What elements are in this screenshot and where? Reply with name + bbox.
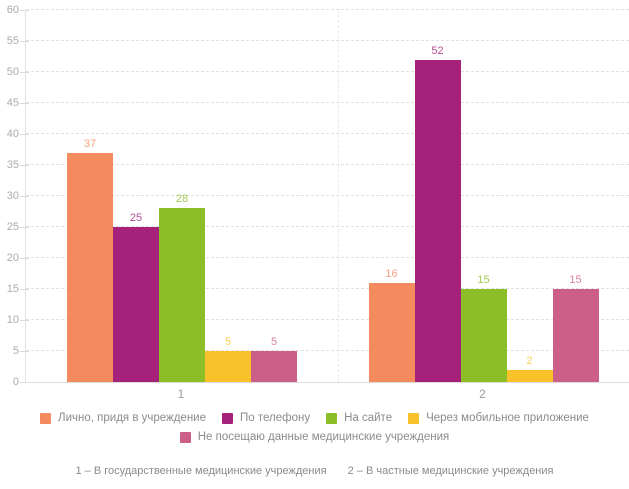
y-axis-tick-label: 30: [6, 190, 19, 202]
gridline: [26, 257, 629, 258]
y-axis-tick: [20, 10, 29, 11]
y-axis-tick: [20, 351, 29, 352]
x-axis-category-label: 2: [479, 387, 486, 401]
y-axis-tick: [20, 41, 29, 42]
bar: 2: [506, 355, 553, 382]
y-axis-tick: [20, 134, 29, 135]
gridline: [26, 226, 629, 227]
y-axis-tick: [20, 289, 29, 290]
y-axis-tick: [20, 196, 29, 197]
gridline: [26, 9, 629, 10]
group-separator: [338, 10, 339, 382]
legend-label: Лично, придя в учреждение: [58, 412, 207, 424]
y-axis-tick-label: 35: [6, 159, 19, 171]
bar-value-label: 2: [526, 355, 533, 367]
bar: 37: [67, 138, 113, 382]
y-axis-tick-label: 10: [6, 314, 19, 326]
legend-swatch: [408, 413, 420, 424]
bar-value-label: 28: [175, 193, 189, 205]
x-axis-category-label: 1: [177, 387, 185, 401]
y-axis-tick-label: 0: [12, 376, 19, 388]
y-axis-tick: [20, 227, 29, 228]
legend-item: Не посещаю данные медицинские учреждения: [179, 431, 450, 444]
legend-item: Через мобильное приложение: [408, 412, 589, 425]
bar: 15: [552, 274, 599, 382]
bar-value-label: 25: [129, 212, 143, 224]
gridline: [26, 133, 629, 134]
legend-item: По телефону: [222, 412, 310, 425]
bar-value-label: 15: [569, 274, 582, 286]
bar: 52: [414, 45, 461, 382]
bar-group-2: 16 52 15 2 15: [338, 10, 629, 382]
bar: 15: [460, 274, 507, 382]
bar: 5: [205, 336, 251, 382]
y-axis-tick: [20, 72, 29, 73]
bar-value-label: 37: [83, 138, 97, 150]
y-axis-tick: [20, 103, 29, 104]
y-axis-tick: [20, 382, 29, 383]
y-axis-tick-label: 45: [6, 97, 19, 109]
gridline: [26, 319, 629, 320]
y-axis-tick: [20, 320, 29, 321]
bar: 25: [113, 212, 159, 382]
y-axis-tick: [20, 165, 29, 166]
bar: 28: [159, 193, 205, 382]
bar-value-label: 52: [431, 45, 444, 57]
bar-group-1: 37 25 28 5 5: [26, 10, 338, 382]
gridline: [26, 164, 629, 165]
bar-value-label: 5: [224, 336, 232, 348]
bar: 16: [368, 268, 415, 382]
y-axis-tick-label: 60: [6, 4, 19, 16]
y-axis-tick-label: 50: [6, 66, 19, 78]
legend-label: По телефону: [240, 412, 311, 424]
legend-item: Лично, придя в учреждение: [40, 412, 206, 425]
gridline: [26, 71, 629, 72]
gridline: [26, 350, 629, 351]
y-axis-tick-label: 20: [6, 252, 19, 264]
y-axis-tick-label: 5: [12, 345, 19, 357]
bar: 5: [251, 336, 297, 382]
legend-row: Лично, придя в учреждение По телефону На с…: [40, 412, 589, 425]
legend-swatch: [326, 413, 338, 424]
plot-area: 37 25 28 5 5 16 52 15 2 15: [25, 9, 629, 383]
bar-value-label: 15: [477, 274, 490, 286]
gridline: [26, 102, 629, 103]
y-axis-tick-label: 25: [6, 221, 19, 233]
legend-row: Не посещаю данные медицинские учреждения: [179, 431, 450, 444]
legend: Лично, придя в учреждение По телефону На с…: [0, 412, 629, 444]
bar-value-label: 16: [385, 268, 398, 280]
gridline: [26, 195, 629, 196]
y-axis-tick-label: 40: [6, 128, 19, 140]
footnote-category-1: 1 – В государственные медицинские учрежд…: [75, 465, 327, 477]
legend-label: Через мобильное приложение: [426, 412, 589, 424]
y-axis-tick-label: 15: [6, 283, 19, 295]
gridline: [26, 40, 629, 41]
footnote-category-2: 2 – В частные медицинские учреждения: [347, 465, 554, 477]
legend-swatch: [222, 413, 234, 424]
legend-swatch: [40, 413, 52, 424]
legend-label: Не посещаю данные медицинские учреждения: [197, 431, 450, 443]
y-axis-tick-label: 55: [6, 35, 19, 47]
footnote: 1 – В государственные медицинские учрежд…: [0, 465, 629, 477]
legend-swatch: [179, 432, 191, 443]
y-axis-tick: [20, 258, 29, 259]
legend-item: На сайте: [326, 412, 392, 425]
legend-label: На сайте: [344, 412, 393, 424]
gridline: [26, 288, 629, 289]
bar-value-label: 5: [270, 336, 278, 348]
